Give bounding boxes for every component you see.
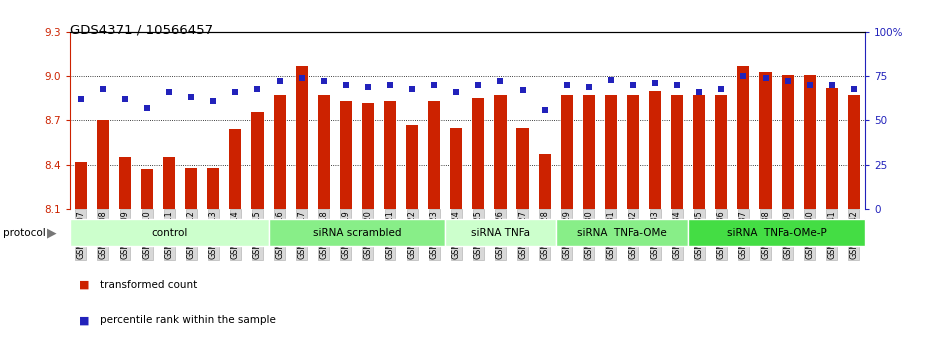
Bar xyxy=(230,129,242,209)
Point xyxy=(538,107,552,113)
Text: protocol: protocol xyxy=(3,228,46,238)
Point xyxy=(515,87,530,93)
Point xyxy=(140,105,154,111)
Point xyxy=(206,98,220,104)
Point xyxy=(493,79,508,84)
Point xyxy=(647,80,662,86)
Bar xyxy=(74,162,86,209)
Bar xyxy=(538,154,551,209)
Bar xyxy=(406,125,419,209)
Bar xyxy=(472,98,485,209)
Point xyxy=(604,77,618,82)
Bar xyxy=(119,157,131,209)
Point xyxy=(117,96,132,102)
Point xyxy=(96,86,111,91)
Point xyxy=(581,84,596,90)
FancyBboxPatch shape xyxy=(555,219,688,246)
Point xyxy=(758,75,773,81)
Bar xyxy=(251,112,263,209)
Point xyxy=(361,84,376,90)
Bar xyxy=(649,91,661,209)
Text: ▶: ▶ xyxy=(47,226,57,239)
Bar xyxy=(362,103,374,209)
FancyBboxPatch shape xyxy=(445,219,555,246)
Point xyxy=(803,82,817,88)
Point xyxy=(405,86,419,91)
Bar xyxy=(671,95,684,209)
Text: transformed count: transformed count xyxy=(100,280,197,290)
Bar xyxy=(561,95,573,209)
Point xyxy=(780,79,795,84)
FancyBboxPatch shape xyxy=(688,219,865,246)
Bar xyxy=(141,169,153,209)
Point xyxy=(427,82,442,88)
Point xyxy=(316,79,331,84)
Text: ■: ■ xyxy=(79,280,89,290)
Text: siRNA  TNFa-OMe-P: siRNA TNFa-OMe-P xyxy=(726,228,827,238)
Point xyxy=(449,89,464,95)
Point xyxy=(228,89,243,95)
Text: control: control xyxy=(151,228,187,238)
Point xyxy=(559,82,574,88)
Point xyxy=(272,79,287,84)
Bar xyxy=(495,95,507,209)
Point xyxy=(692,89,707,95)
Bar xyxy=(693,95,705,209)
Bar xyxy=(339,101,352,209)
Text: siRNA  TNFa-OMe: siRNA TNFa-OMe xyxy=(577,228,667,238)
Bar xyxy=(804,75,816,209)
Point xyxy=(736,73,751,79)
Bar xyxy=(163,157,175,209)
Bar xyxy=(760,72,772,209)
Bar xyxy=(781,75,793,209)
Bar xyxy=(737,66,750,209)
Point xyxy=(184,95,199,100)
Bar xyxy=(428,101,440,209)
Bar xyxy=(826,88,838,209)
Bar xyxy=(207,167,219,209)
Point xyxy=(714,86,729,91)
Point xyxy=(294,75,309,81)
Point xyxy=(339,82,353,88)
Bar xyxy=(185,167,197,209)
Text: percentile rank within the sample: percentile rank within the sample xyxy=(100,315,275,325)
FancyBboxPatch shape xyxy=(70,219,269,246)
Point xyxy=(382,82,397,88)
Point xyxy=(471,82,485,88)
Point xyxy=(162,89,177,95)
Point xyxy=(626,82,641,88)
Text: GDS4371 / 10566457: GDS4371 / 10566457 xyxy=(70,23,213,36)
FancyBboxPatch shape xyxy=(269,219,445,246)
Point xyxy=(824,82,839,88)
Point xyxy=(846,86,861,91)
Bar xyxy=(627,95,639,209)
Bar xyxy=(296,66,308,209)
Bar xyxy=(516,128,528,209)
Bar xyxy=(604,95,617,209)
Bar xyxy=(450,128,462,209)
Point xyxy=(250,86,265,91)
Bar xyxy=(318,95,330,209)
Bar xyxy=(715,95,727,209)
Point xyxy=(670,82,684,88)
Bar xyxy=(273,95,286,209)
Bar xyxy=(583,95,595,209)
Bar xyxy=(97,120,109,209)
Bar xyxy=(848,95,860,209)
Point xyxy=(73,96,88,102)
Text: ■: ■ xyxy=(79,315,89,325)
Text: siRNA scrambled: siRNA scrambled xyxy=(312,228,401,238)
Text: siRNA TNFa: siRNA TNFa xyxy=(471,228,530,238)
Bar xyxy=(384,101,396,209)
